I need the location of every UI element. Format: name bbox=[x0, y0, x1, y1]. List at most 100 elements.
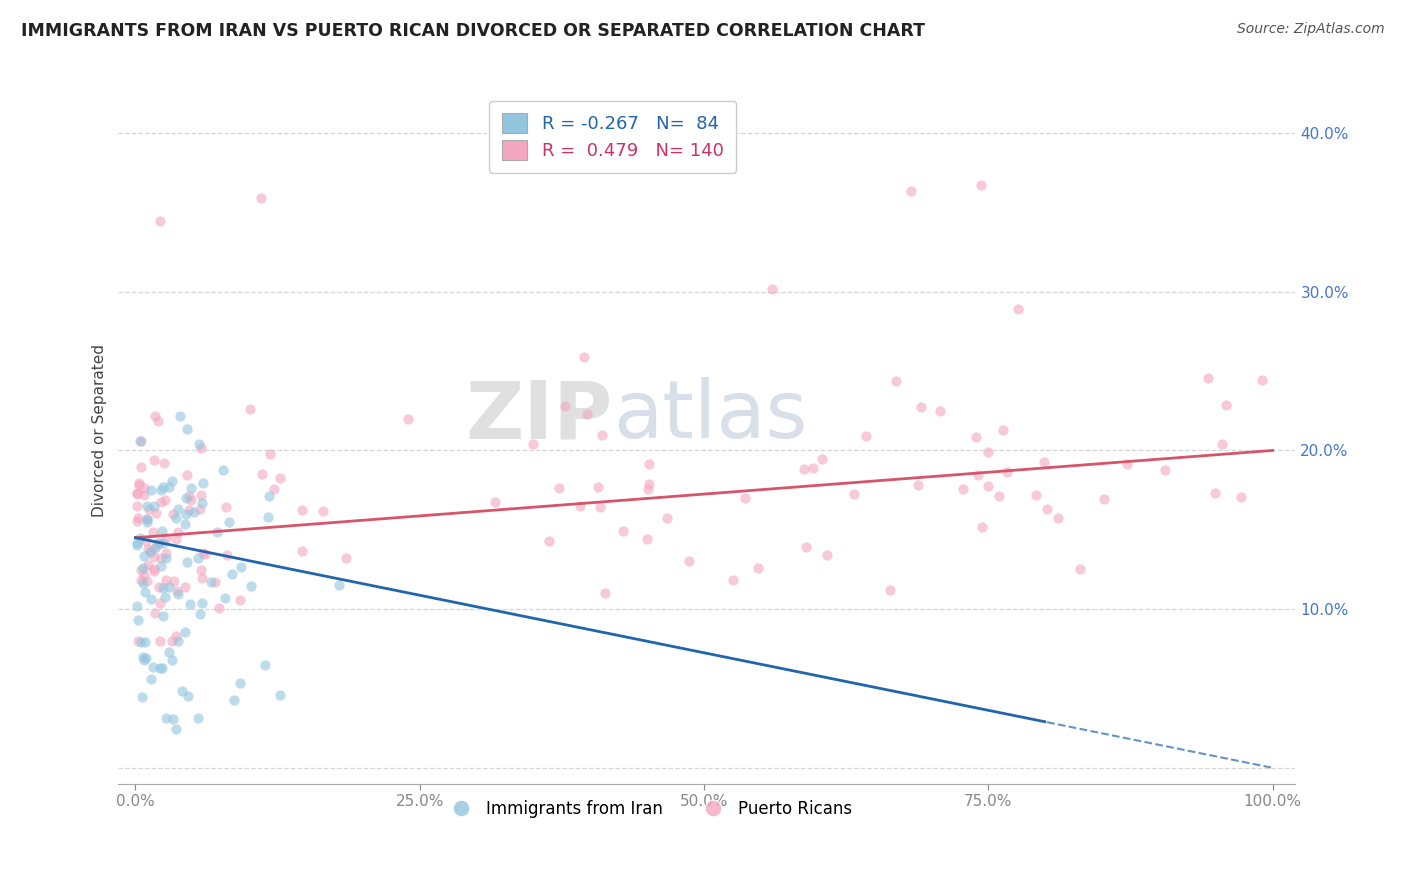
Point bbox=[678, 554, 700, 568]
Point bbox=[136, 574, 159, 588]
Point bbox=[139, 591, 162, 606]
Point bbox=[152, 608, 174, 623]
Point bbox=[162, 507, 184, 521]
Point bbox=[1154, 463, 1177, 477]
Point bbox=[969, 178, 991, 192]
Y-axis label: Divorced or Separated: Divorced or Separated bbox=[93, 344, 107, 517]
Point bbox=[155, 551, 177, 566]
Point bbox=[572, 350, 595, 364]
Point bbox=[723, 573, 745, 587]
Point bbox=[180, 492, 202, 507]
Point bbox=[132, 650, 155, 665]
Point bbox=[200, 574, 222, 589]
Point bbox=[1211, 437, 1233, 451]
Point bbox=[129, 434, 152, 449]
Point bbox=[637, 482, 659, 496]
Point bbox=[165, 532, 187, 546]
Point bbox=[128, 434, 150, 448]
Point bbox=[190, 441, 212, 455]
Point bbox=[1033, 455, 1056, 469]
Point bbox=[152, 480, 174, 494]
Point bbox=[160, 474, 183, 488]
Point bbox=[194, 548, 217, 562]
Point bbox=[125, 487, 148, 501]
Point bbox=[128, 478, 150, 492]
Point bbox=[139, 672, 162, 686]
Point bbox=[157, 480, 180, 494]
Point bbox=[155, 545, 177, 559]
Point bbox=[335, 550, 357, 565]
Point bbox=[143, 541, 166, 555]
Point bbox=[141, 544, 163, 558]
Point bbox=[218, 515, 240, 529]
Point bbox=[1230, 491, 1253, 505]
Point bbox=[811, 452, 834, 467]
Point bbox=[884, 374, 907, 388]
Point bbox=[801, 460, 824, 475]
Point bbox=[222, 693, 245, 707]
Point bbox=[155, 590, 177, 604]
Point bbox=[155, 573, 177, 587]
Point bbox=[484, 495, 506, 509]
Point bbox=[204, 574, 226, 589]
Text: ZIP: ZIP bbox=[465, 377, 613, 456]
Point bbox=[149, 595, 172, 609]
Point bbox=[794, 540, 817, 554]
Point bbox=[174, 516, 197, 531]
Point bbox=[132, 653, 155, 667]
Point bbox=[252, 467, 274, 481]
Legend: Immigrants from Iran, Puerto Ricans: Immigrants from Iran, Puerto Ricans bbox=[437, 794, 859, 825]
Point bbox=[149, 495, 172, 509]
Point bbox=[1215, 398, 1237, 412]
Point bbox=[176, 422, 198, 436]
Point bbox=[125, 514, 148, 528]
Point bbox=[166, 502, 188, 516]
Point bbox=[207, 524, 229, 539]
Point bbox=[229, 592, 252, 607]
Point bbox=[257, 509, 280, 524]
Point bbox=[136, 516, 159, 530]
Point bbox=[187, 551, 209, 566]
Point bbox=[125, 599, 148, 613]
Point bbox=[215, 548, 238, 562]
Point bbox=[176, 689, 198, 703]
Point bbox=[1204, 485, 1226, 500]
Point bbox=[190, 596, 212, 610]
Point bbox=[136, 512, 159, 526]
Point bbox=[657, 511, 679, 525]
Point bbox=[143, 453, 166, 467]
Point bbox=[166, 583, 188, 598]
Point bbox=[127, 511, 149, 525]
Point bbox=[842, 487, 865, 501]
Point bbox=[152, 536, 174, 550]
Point bbox=[793, 462, 815, 476]
Point bbox=[129, 563, 152, 577]
Point bbox=[190, 563, 212, 577]
Point bbox=[169, 409, 191, 423]
Point bbox=[163, 574, 186, 588]
Point bbox=[143, 499, 166, 513]
Point bbox=[259, 447, 281, 461]
Point bbox=[1025, 488, 1047, 502]
Point bbox=[250, 191, 273, 205]
Point bbox=[136, 558, 159, 573]
Point bbox=[125, 536, 148, 550]
Point bbox=[166, 587, 188, 601]
Point bbox=[575, 407, 598, 421]
Point bbox=[141, 483, 163, 498]
Point bbox=[179, 481, 201, 495]
Point bbox=[143, 606, 166, 620]
Point bbox=[152, 581, 174, 595]
Point bbox=[215, 500, 238, 515]
Point bbox=[995, 465, 1018, 479]
Point bbox=[221, 567, 243, 582]
Point bbox=[977, 444, 1000, 458]
Point bbox=[135, 511, 157, 525]
Point bbox=[183, 505, 205, 519]
Point bbox=[157, 580, 180, 594]
Point bbox=[987, 489, 1010, 503]
Point bbox=[165, 629, 187, 643]
Point bbox=[257, 489, 280, 503]
Point bbox=[149, 558, 172, 573]
Point bbox=[125, 499, 148, 513]
